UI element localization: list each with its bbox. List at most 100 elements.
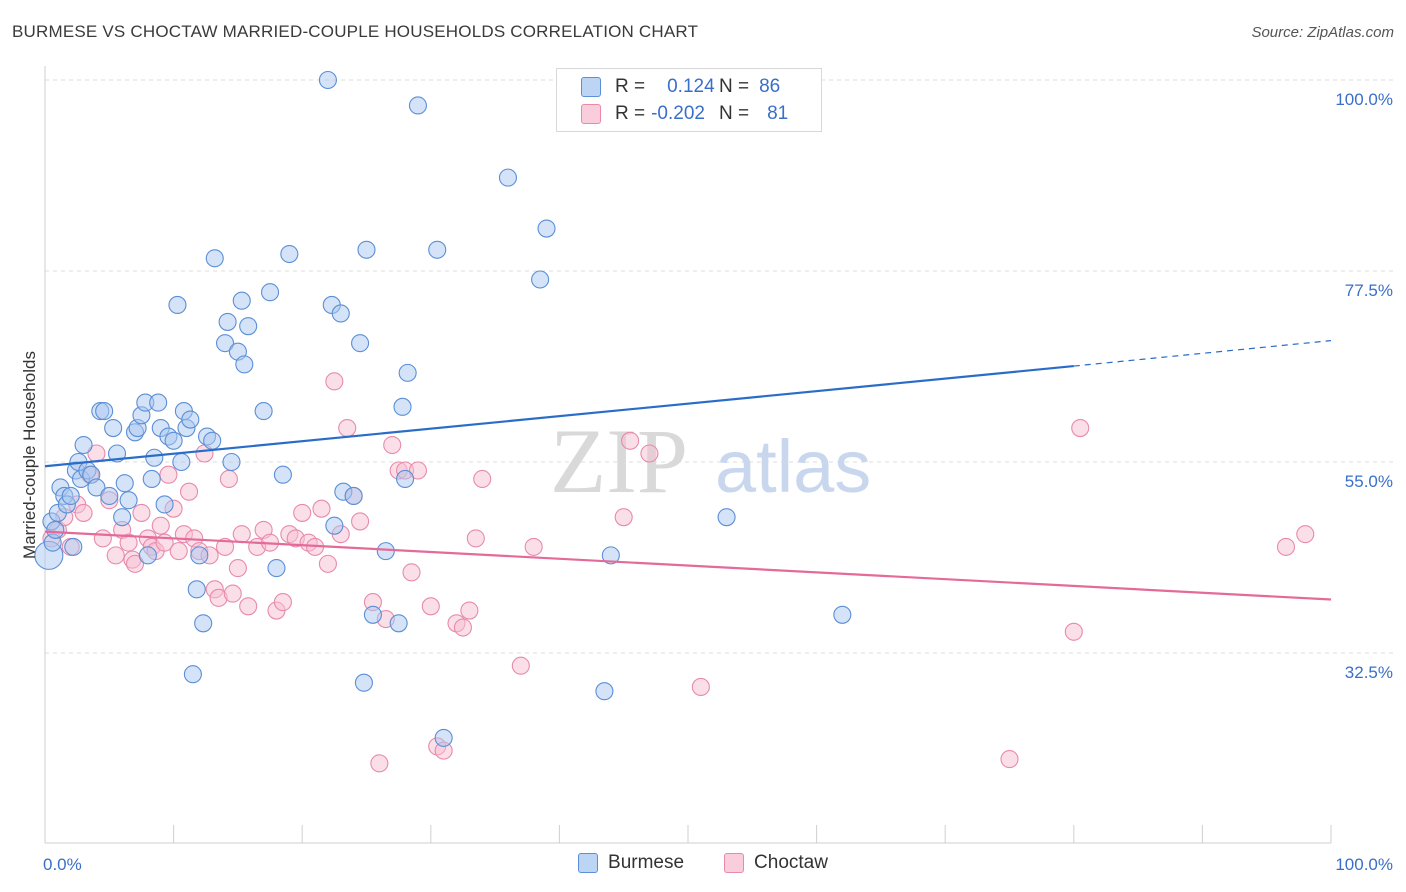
burmese-point (145, 448, 164, 467)
burmese-point (87, 478, 106, 497)
choctaw-point (1276, 537, 1296, 556)
choctaw-point (460, 601, 479, 620)
watermark-atlas: atlas (715, 425, 871, 508)
burmese-point (222, 452, 241, 472)
choctaw-swatch (724, 853, 745, 873)
burmese-point (115, 474, 134, 493)
choctaw-point (1000, 750, 1019, 769)
burmese-point (325, 516, 344, 535)
burmese-point (168, 295, 187, 315)
choctaw-r-value: -0.202 (651, 103, 705, 124)
choctaw-point (125, 554, 145, 573)
burmese-point (717, 508, 736, 527)
choctaw-point (370, 754, 389, 773)
burmese-point (376, 542, 395, 561)
choctaw-point (219, 469, 238, 489)
burmese-point (239, 317, 258, 336)
burmese-point (100, 486, 119, 506)
burmese-n-value: 86 (759, 76, 781, 97)
trend-lines (44, 340, 1332, 601)
burmese-point (235, 355, 254, 374)
burmese-point (149, 393, 168, 412)
burmese-point (280, 244, 299, 264)
burmese-point (46, 520, 65, 539)
choctaw-point (614, 508, 633, 527)
burmese-point (155, 495, 174, 514)
burmese-point (74, 435, 93, 455)
burmese-point (205, 249, 224, 268)
series-legend: Burmese Choctaw (0, 852, 1406, 874)
watermark-zip: ZIP (550, 410, 688, 512)
choctaw-point (1071, 418, 1090, 438)
burmese-point (537, 219, 556, 238)
choctaw-point (1064, 622, 1083, 641)
y-tick-label: 77.5% (1345, 281, 1393, 300)
choctaw-point (232, 525, 251, 544)
burmese-point (393, 397, 412, 416)
burmese-point (187, 580, 206, 599)
legend-item-burmese: Burmese (578, 852, 684, 874)
axes (44, 66, 1332, 844)
burmese-point (389, 614, 408, 633)
burmese-point (194, 614, 213, 633)
burmese-point (183, 665, 202, 684)
choctaw-point (106, 546, 125, 565)
burmese-point (601, 546, 620, 565)
choctaw-point (383, 435, 402, 455)
burmese-trend-line (44, 364, 1074, 468)
legend-row-choctaw: R = -0.202 N = 81 (581, 102, 788, 126)
y-axis-label: Married-couple Households (20, 351, 39, 559)
burmese-point (64, 537, 83, 556)
burmese-point (142, 469, 161, 489)
choctaw-point (293, 503, 312, 522)
correlation-legend: R = 0.124 N = 86 R = -0.202 N = 81 (556, 68, 822, 132)
chart-title: BURMESE VS CHOCTAW MARRIED-COUPLE HOUSEH… (12, 22, 699, 41)
burmese-point (396, 469, 415, 489)
choctaw-point (179, 482, 199, 501)
choctaw-swatch (581, 104, 601, 124)
choctaw-point (273, 593, 292, 612)
legend-item-choctaw: Choctaw (724, 852, 828, 874)
burmese-point (61, 486, 80, 506)
x-tick-label: 0.0% (43, 855, 82, 874)
burmese-point (344, 486, 363, 506)
choctaw-point (151, 516, 170, 535)
r-label: R = (615, 103, 646, 124)
choctaw-label: Choctaw (754, 852, 828, 873)
choctaw-point (74, 503, 93, 522)
choctaw-point (402, 563, 421, 582)
choctaw-point (421, 597, 440, 616)
choctaw-point (640, 444, 659, 463)
choctaw-point (325, 372, 344, 391)
x-tick-label: 100.0% (1335, 855, 1393, 874)
burmese-swatch (578, 853, 599, 873)
choctaw-point (318, 554, 337, 573)
y-tick-label: 100.0% (1335, 90, 1393, 109)
burmese-point (181, 410, 200, 429)
r-label: R = (615, 76, 646, 97)
burmese-point (357, 240, 376, 259)
burmese-point (363, 605, 382, 624)
burmese-point (351, 334, 370, 353)
burmese-trend-extension (1073, 340, 1332, 367)
burmese-points (34, 70, 852, 747)
burmese-point (260, 283, 280, 302)
zipatlas-watermark: ZIP atlas (550, 410, 871, 512)
burmese-swatch (581, 77, 601, 97)
y-tick-label: 55.0% (1345, 472, 1393, 491)
burmese-point (119, 491, 138, 510)
choctaw-point (169, 542, 188, 561)
choctaw-point (159, 465, 178, 484)
source-label: Source: ZipAtlas.com (1251, 24, 1394, 41)
choctaw-point (691, 677, 710, 697)
choctaw-point (93, 529, 112, 548)
burmese-point (398, 363, 417, 382)
burmese-point (104, 418, 123, 438)
choctaw-point (132, 503, 151, 522)
burmese-point (595, 682, 614, 701)
choctaw-point (408, 461, 427, 480)
burmese-point (203, 431, 222, 450)
burmese-point (113, 508, 132, 527)
burmese-point (215, 334, 235, 353)
